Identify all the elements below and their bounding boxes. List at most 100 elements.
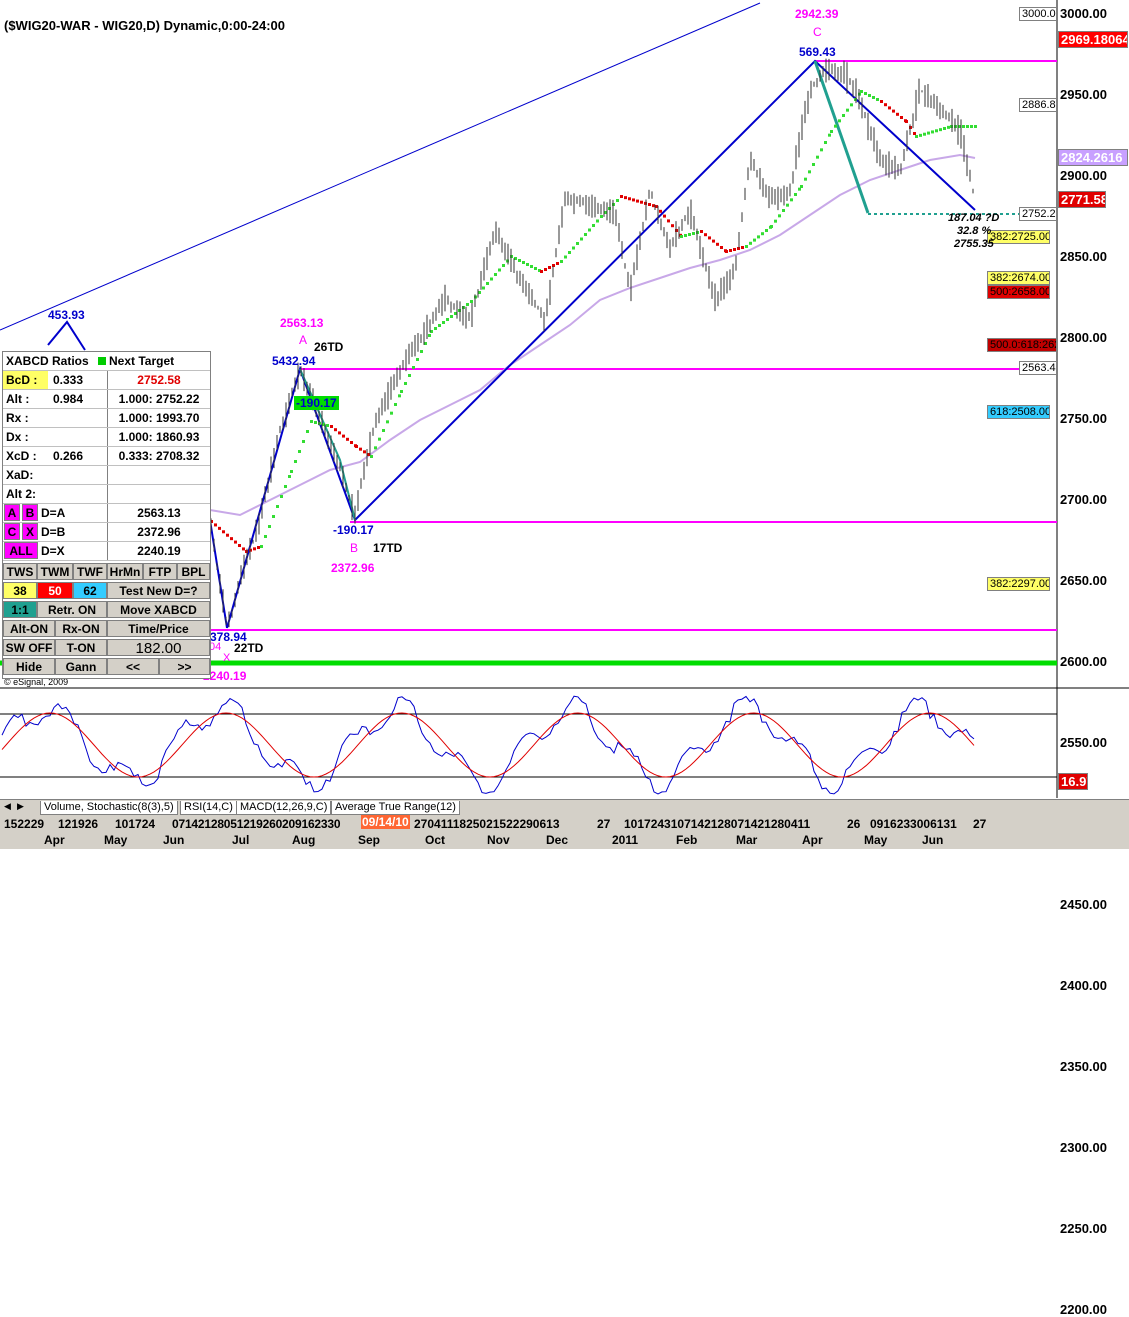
x-month-apr: Apr <box>44 833 65 847</box>
trail-dot <box>276 505 279 508</box>
trail-dot <box>860 90 863 93</box>
trail-dot <box>334 428 337 432</box>
trail-dot <box>322 423 325 426</box>
toggle-all[interactable]: ALL <box>4 542 38 559</box>
projection-line <box>813 60 870 214</box>
label-b-td: 17TD <box>373 541 403 555</box>
trail-dot <box>264 535 267 538</box>
trail-dot <box>659 209 662 213</box>
trail-dot <box>850 103 853 107</box>
label-d-move: 187.04 ?D <box>948 212 1000 224</box>
ratio-value-alt: 0.984 <box>53 392 84 406</box>
xabcd-panel: XABCD Ratios Next Target BcD : 0.333 275… <box>2 351 211 679</box>
trail-dot <box>290 470 293 473</box>
twf-button[interactable]: TWF <box>73 563 107 580</box>
price-box-3000: 3000.00 <box>1019 7 1057 21</box>
rx-on-button[interactable]: Rx-ON <box>55 620 107 637</box>
trail-dot <box>544 268 547 271</box>
price-tick: 2800.00 <box>1060 330 1107 345</box>
x-month-oct: Oct <box>425 833 446 847</box>
fib-62-button[interactable]: 62 <box>73 582 107 599</box>
ftp-button[interactable]: FTP <box>143 563 177 580</box>
time-value-field[interactable]: 182.00 <box>107 639 210 657</box>
trail-dot <box>970 125 973 128</box>
x-month-aug: Aug <box>292 833 316 847</box>
trail-dot <box>824 141 827 144</box>
tws-button[interactable]: TWS <box>3 563 37 580</box>
trail-dot <box>708 236 711 240</box>
trail-dot <box>737 247 740 250</box>
hrmn-button[interactable]: HrMn <box>107 563 143 580</box>
pair-eq-b: D=B <box>41 525 66 539</box>
toggle-a[interactable]: A <box>4 504 20 521</box>
trail-dot <box>338 431 341 435</box>
tab-rsi[interactable]: RSI(14,C) <box>180 801 237 815</box>
scroll-right-icon[interactable]: ▶ <box>17 801 24 811</box>
price-box-2752: 2752.22 <box>1019 207 1057 221</box>
trail-dot <box>490 277 493 281</box>
alt-on-button[interactable]: Alt-ON <box>3 620 55 637</box>
trail-dot <box>720 246 723 249</box>
hide-button[interactable]: Hide <box>3 658 55 675</box>
price-box-fib-382c: 382:2297.00 <box>987 577 1050 591</box>
fib-38-button[interactable]: 38 <box>3 582 37 599</box>
ratio-label-alt2: Alt 2: <box>6 487 36 501</box>
gann-button[interactable]: Gann <box>55 658 107 675</box>
time-price-button[interactable]: Time/Price <box>107 620 210 637</box>
label-b-letter: B <box>350 541 359 555</box>
toggle-c[interactable]: C <box>4 523 20 540</box>
ratio-1-1-button[interactable]: 1:1 <box>3 601 37 618</box>
trail-dot <box>600 215 603 218</box>
label-x-td: 22TD <box>234 641 264 655</box>
tab-atr[interactable]: Average True Range(12) <box>331 801 460 815</box>
tab-macd[interactable]: MACD(12,26,9,C) <box>236 801 332 815</box>
toggle-b[interactable]: B <box>22 504 38 521</box>
trail-dot <box>572 246 575 250</box>
tab-volume-stochastic[interactable]: Volume, Stochastic(8(3),5) <box>40 801 178 815</box>
scroll-left-icon[interactable]: ◀ <box>4 801 11 811</box>
price-tick: 2750.00 <box>1060 411 1107 426</box>
trail-dot <box>692 232 695 235</box>
bpl-button[interactable]: BPL <box>177 563 210 580</box>
trail-dot <box>466 303 469 306</box>
price-box-last: 2771.58 <box>1058 191 1106 208</box>
label-x-letter: X <box>223 652 231 664</box>
trail-dot <box>947 125 950 129</box>
twm-button[interactable]: TWM <box>37 563 73 580</box>
pair-val-x: 2240.19 <box>107 542 210 560</box>
trail-dot <box>370 455 373 458</box>
trail-dot <box>604 211 607 214</box>
trail-dot <box>700 230 703 233</box>
trail-dot <box>915 135 918 138</box>
x-month-may: May <box>104 833 128 847</box>
trail-dot <box>400 390 403 393</box>
t-on-button[interactable]: T-ON <box>55 639 107 656</box>
prev-button[interactable]: << <box>107 658 159 675</box>
trail-dot <box>786 203 789 207</box>
ratio-target-bcd: 2752.58 <box>107 371 210 389</box>
next-button[interactable]: >> <box>159 658 210 675</box>
sw-off-button[interactable]: SW OFF <box>3 639 55 656</box>
trail-dot <box>966 125 969 128</box>
trail-dot <box>864 92 867 95</box>
x-month-jun2: Jun <box>922 833 944 847</box>
toggle-x[interactable]: X <box>22 523 38 540</box>
x-month-jun: Jun <box>163 833 185 847</box>
x-month-may2: May <box>864 833 888 847</box>
x-days-4: 07142128051219260209162330 <box>172 817 341 831</box>
trail-dot <box>704 233 707 237</box>
trail-dot <box>628 197 631 201</box>
trail-dot <box>584 233 587 236</box>
trail-dot <box>242 547 245 551</box>
price-tick: 2450.00 <box>1060 897 1107 912</box>
move-xabcd-button[interactable]: Move XABCD <box>107 601 210 618</box>
fib-50-button[interactable]: 50 <box>37 582 73 599</box>
ratio-target-alt: 1.000: 2752.22 <box>107 390 210 408</box>
trail-dot <box>580 237 583 241</box>
trail-dot <box>390 411 393 415</box>
test-new-button[interactable]: Test New D=? <box>107 582 210 599</box>
retr-on-button[interactable]: Retr. ON <box>37 601 107 618</box>
trail-dot <box>288 475 291 478</box>
trail-dot <box>830 130 833 133</box>
label-a-td: 26TD <box>314 340 344 354</box>
